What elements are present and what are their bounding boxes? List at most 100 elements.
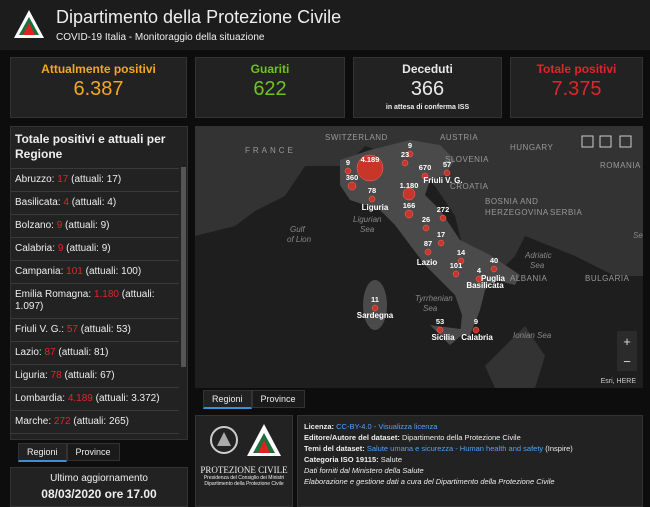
info-link[interactable]: CC-BY-4.0 - Visualizza licenza [336,422,438,431]
bubble-label: 9 [346,158,350,167]
country-label: HUNGARY [510,143,554,152]
bubble [404,209,414,219]
region-name: Bolzano: [15,220,54,231]
region-current: (attuali: 265) [73,416,129,427]
title: Dipartimento della Protezione Civile [56,7,342,27]
info-key: Categoria ISO 19115: [304,455,379,464]
list-title: Totale positivi e attuali per Regione [15,132,166,161]
sea-label: Tyrrhenian [415,294,453,303]
update-label: Ultimo aggiornamento [50,473,148,484]
bubble-label: 4.189 [361,155,380,164]
tab[interactable]: Regioni [203,390,252,409]
bubble [406,150,414,158]
country-label: ALBANIA [510,274,547,283]
info-key: Temi del dataset: [304,444,365,453]
region-name: Molise: [15,439,47,440]
region-total: 57 [66,324,78,335]
stat-value: 6.387 [73,78,124,100]
map-tool[interactable] [581,135,594,148]
bubble-label: 17 [437,230,445,239]
tab[interactable]: Province [251,390,305,408]
country-label: CROATIA [450,182,489,191]
logo-name: PROTEZIONE CIVILE [200,465,288,475]
info-panel: Licenza: CC-BY-4.0 - Visualizza licenza … [297,415,643,507]
bubble [472,326,480,334]
bubble-label: 11 [371,295,379,304]
map[interactable]: FRANCE SWITZERLAND AUSTRIA HUNGARY ROMANIA SL… [195,126,643,388]
region-row: Basilicata: 4 (attuali: 4) [11,192,179,215]
region-current: (attuali: 17) [71,174,122,185]
region-row: Friuli V. G.: 57 (attuali: 53) [11,319,179,342]
bubble-label: 9 [474,317,478,326]
bubble [344,167,352,175]
place-label: Sicilia [431,333,455,342]
stat-value: 622 [253,78,287,100]
region-current: (attuali: 100) [85,266,142,277]
map-tabs: Regioni Province [203,389,305,409]
bubble [422,224,430,232]
region-name: Emilia Romagna: [15,289,92,300]
stat-card: Guariti 622 [195,57,345,118]
zoom-in[interactable]: + [623,334,631,349]
region-total: 78 [50,370,62,381]
place-label: Puglia [481,274,506,283]
list-tabs: Regioni Province [18,442,120,462]
region-row: Emilia Romagna: 1.180 (attuali: 1.097) [11,284,179,319]
logo-panel: PROTEZIONE CIVILE Presidenza del Consigl… [195,415,293,507]
country-label: ROMANIA [600,161,641,170]
map-tool[interactable] [599,135,612,148]
region-current: (attuali: 3.372) [95,393,160,404]
tab[interactable]: Province [66,443,120,461]
region-row: Lombardia: 4.189 (attuali: 3.372) [11,388,179,411]
sea-label: Ligurian [353,215,382,224]
sea-label: Gulf [290,225,305,234]
bubble-label: 26 [422,215,430,224]
country-label: SWITZERLAND [325,133,388,142]
stat-label: Deceduti [402,62,453,76]
stat-value: 7.375 [551,78,602,100]
region-name: Calabria: [15,243,56,254]
bubble [475,275,483,283]
region-row: Bolzano: 9 (attuali: 9) [11,215,179,238]
bubble-label: 166 [403,201,416,210]
bubble [443,169,451,177]
region-total: 1.180 [93,289,119,300]
region-name: Lazio: [15,347,42,358]
stat-value: 366 [410,78,445,100]
info-line: Licenza: CC-BY-4.0 - Visualizza licenza [304,421,636,432]
region-name: Liguria: [15,370,48,381]
country-label: AUSTRIA [440,133,478,142]
info-key: Licenza: [304,422,335,431]
map-tool[interactable] [619,135,632,148]
region-name: Basilicata: [15,197,61,208]
scrollbar[interactable] [181,167,186,367]
info-line: Categoria ISO 19115: Salute [304,454,636,465]
info-line: Editore/Autore del dataset: Dipartimento… [304,432,636,443]
tab[interactable]: Regioni [18,443,67,462]
region-list: Totale positivi e attuali per Regione Ab… [10,126,188,440]
bubble [452,270,460,278]
region-total: 87 [44,347,56,358]
region-row: Marche: 272 (attuali: 265) [11,411,179,434]
region-total: 9 [57,243,64,254]
region-row: Campania: 101 (attuali: 100) [11,261,179,284]
place-label: Calabria [461,333,493,342]
sea-label: Sea [530,261,545,270]
stat-label: Guariti [250,62,290,76]
bubble [356,154,384,182]
bubble-label: 87 [424,239,432,248]
update-box: Ultimo aggiornamento 08/03/2020 ore 17.0… [10,467,188,507]
region-total: 9 [56,220,63,231]
bubble [421,172,429,180]
zoom-out[interactable]: − [623,354,631,369]
country-label: FRANCE [245,146,296,155]
bubble-label: 360 [346,173,359,182]
bubble [436,326,444,334]
bubble [347,181,357,191]
bubble-label: 40 [490,256,498,265]
region-name: Marche: [15,416,52,427]
info-link[interactable]: Salute umana e sicurezza - Human health … [366,444,544,453]
info-text: Dipartimento della Protezione Civile [401,433,521,442]
place-label: Lazio [417,258,438,267]
stat-note: in attesa di conferma ISS [385,104,470,111]
